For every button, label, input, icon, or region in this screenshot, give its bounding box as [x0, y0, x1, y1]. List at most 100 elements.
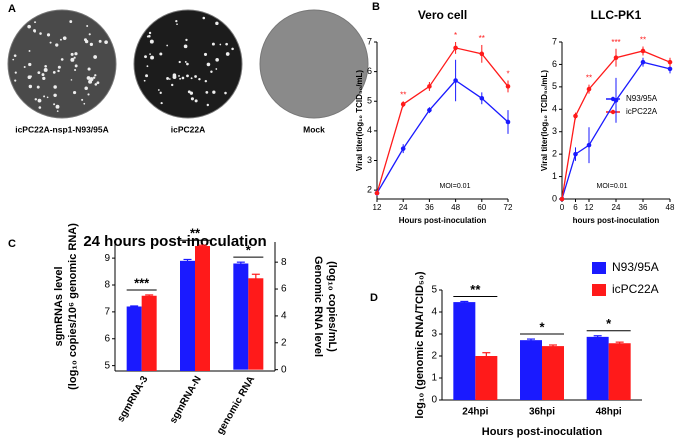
plaque [160, 101, 163, 105]
y-tick-label: 2 [431, 351, 437, 362]
y-tick-label: 7 [104, 307, 110, 318]
data-point [505, 119, 511, 125]
plaque [166, 77, 169, 80]
plaque [53, 103, 56, 106]
y-tick-label: 2 [552, 149, 557, 159]
plaque [219, 43, 222, 46]
plaque [52, 70, 56, 74]
plaque [198, 77, 201, 81]
y-tick-label: 7 [367, 36, 372, 46]
data-point [640, 48, 646, 54]
plaque [38, 106, 42, 109]
plaque [28, 84, 33, 89]
significance: * [454, 31, 457, 40]
plaque [72, 90, 77, 95]
plaque [74, 64, 78, 68]
y-tick-label: 1 [431, 373, 437, 384]
y2-axis-label: Genomic RNA level [312, 256, 324, 357]
plaque [194, 75, 197, 78]
plaque [37, 71, 41, 75]
y-tick-label: 6 [104, 333, 110, 344]
significance: *** [611, 38, 620, 47]
plaque [57, 69, 60, 73]
panel-label: D [370, 292, 378, 304]
y-axis-label: sgmRNAs level [53, 266, 65, 346]
plaque [206, 103, 210, 107]
plaque [27, 24, 31, 29]
plaque [215, 58, 219, 62]
plaque [70, 57, 75, 62]
series-line [561, 50, 671, 200]
plaque [231, 47, 234, 51]
y-tick-label: 0 [552, 193, 557, 203]
y-tick-label: 9 [104, 253, 110, 264]
plaque [178, 60, 181, 64]
plaque [14, 71, 17, 74]
x-tick-label: 48 [451, 203, 460, 212]
plaque [34, 98, 38, 101]
y-axis-label: Viral titer(log₁₀ TCID₅₀/mL) [540, 70, 549, 171]
plaque [74, 68, 77, 72]
legend-swatch [610, 109, 616, 115]
plaque [149, 39, 154, 44]
series-line [376, 79, 509, 194]
significance: * [539, 319, 545, 334]
plaque [145, 74, 149, 78]
x-tick-label: 36hpi [529, 407, 555, 418]
bar [608, 343, 631, 400]
legend-swatch [592, 262, 606, 274]
data-point [479, 95, 485, 101]
plaque [56, 110, 59, 112]
plaque [34, 21, 37, 24]
series-line [561, 61, 671, 200]
plaque [93, 55, 97, 59]
plaque [87, 93, 90, 96]
plaque [59, 38, 62, 41]
data-point [505, 84, 511, 89]
chart-title: LLC-PK1 [591, 8, 642, 22]
plaque [98, 39, 102, 43]
plaque [33, 30, 36, 33]
significance: ** [479, 34, 485, 43]
plaque [205, 90, 209, 94]
plaque [53, 93, 57, 98]
bar [195, 246, 210, 371]
bar [126, 306, 142, 371]
plaque [36, 85, 40, 89]
plaque [92, 76, 96, 79]
plaque [150, 55, 155, 60]
plaque [73, 56, 76, 59]
bar [520, 340, 542, 400]
y2-tick-label: 4 [281, 311, 287, 322]
plaque [203, 52, 208, 56]
plaque [194, 99, 198, 103]
plaque [202, 16, 206, 20]
y-axis-label: log₁₀ (genomic RNA/TCID₅₀) [414, 271, 426, 419]
plaque [175, 19, 178, 23]
plaque [225, 42, 228, 46]
plaque [83, 102, 86, 105]
y2-tick-label: 8 [281, 257, 287, 268]
data-point [586, 86, 592, 92]
plaque [159, 52, 163, 56]
plaque [159, 91, 162, 94]
plaque [46, 96, 49, 99]
panel-label: B [372, 1, 380, 13]
plaque [46, 33, 51, 37]
plaque [81, 98, 84, 101]
y-tick-label: 5 [552, 81, 557, 91]
plaque [149, 53, 151, 56]
plaque [43, 95, 46, 98]
plaque [104, 40, 108, 44]
plaque [62, 36, 67, 40]
y-axis-label: (log₁₀ copies/10⁶ genomic RNA) [67, 223, 79, 390]
plaque [178, 75, 180, 77]
x-tick-label: 48hpi [596, 407, 622, 418]
plaque [89, 77, 94, 82]
plaque [29, 75, 32, 78]
plaque [183, 44, 188, 49]
plate-image [7, 9, 117, 119]
legend-label: icPC22A [612, 282, 659, 296]
annotation: MOI=0.01 [597, 183, 628, 190]
data-point [400, 101, 406, 107]
